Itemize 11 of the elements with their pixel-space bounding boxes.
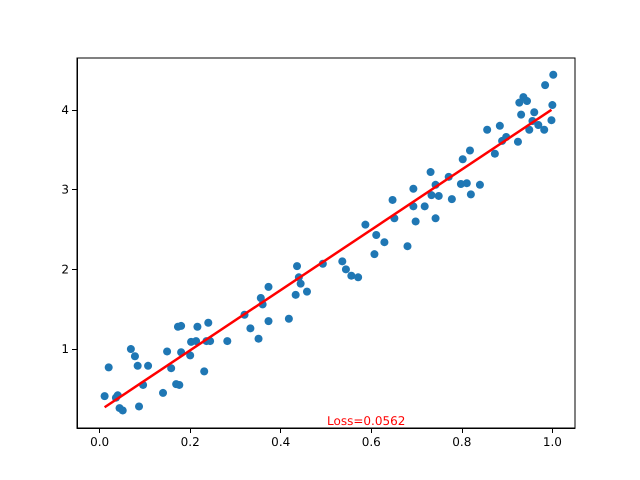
y-tick-label: 2 — [61, 262, 69, 276]
x-tick-label: 0.2 — [180, 435, 200, 449]
annotation: Loss=0.0562 — [327, 414, 406, 428]
x-tick-label: 1.0 — [542, 435, 562, 449]
y-tick-label: 3 — [61, 182, 69, 197]
y-tick-label: 4 — [61, 102, 69, 117]
x-tick-label: 0.4 — [271, 435, 290, 449]
x-tick-label: 0.6 — [362, 435, 381, 449]
x-tick-label: 0.0 — [90, 435, 110, 449]
x-tick-label: 0.8 — [452, 435, 472, 449]
y-tick-label: 1 — [61, 342, 69, 356]
